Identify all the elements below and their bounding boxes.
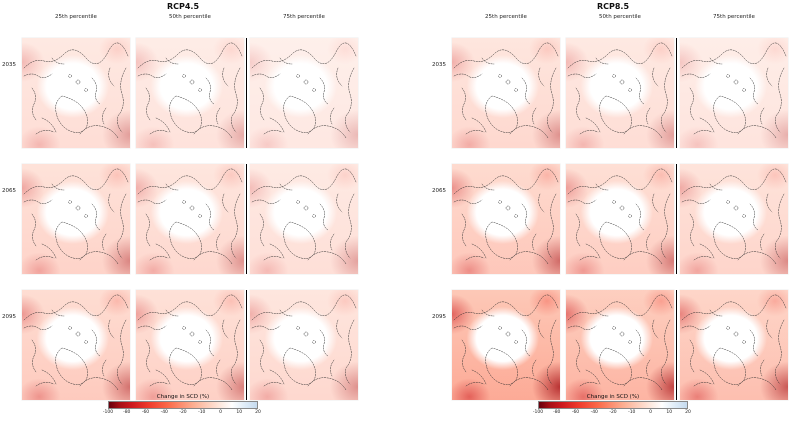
arctic-map-rcp45-2065-col3 [246,164,358,274]
colorbar-ticks: -100 -80 -60 -40 -20 -10 0 10 20 [103,410,261,417]
coastline-overlay [251,294,357,391]
arctic-map-rcp45-2095-col1 [22,290,130,400]
column-separator-line [676,164,678,274]
coastline-overlay [137,42,243,139]
row-label-year: 2095 [2,314,16,320]
column-header-percentile: 50th percentile [169,14,211,20]
colorbar-tick: 0 [219,410,222,415]
arctic-map-rcp85-2035-col2 [566,38,674,148]
panel-rcp85: RCP8.5 25th percentile 50th percentile 75th… [432,0,794,421]
column-separator-line [676,290,678,400]
colorbar-tick: 10 [666,410,673,415]
arctic-map-rcp45-2035-col2 [136,38,244,148]
coastline-overlay [23,168,129,265]
colorbar: Change in SCD (%) -100 -80 -60 -40 -20 -10 0 10 2… [533,394,691,417]
row-label-year: 2065 [432,188,446,194]
arctic-map-rcp45-2095-col3 [246,290,358,400]
colorbar-tick: -80 [123,410,131,415]
colorbar-ticks: -100 -80 -60 -40 -20 -10 0 10 20 [533,410,691,417]
coastline-overlay [251,168,357,265]
colorbar-tick: 0 [649,410,652,415]
arctic-map-rcp45-2065-col1 [22,164,130,274]
arctic-map-rcp85-2065-col3 [676,164,788,274]
colorbar-label: Change in SCD (%) [156,394,210,400]
column-separator-line [676,38,678,148]
colorbar-tick: -40 [590,410,598,415]
colorbar-tick: -100 [532,410,544,415]
coastline-overlay [567,294,673,391]
colorbar-tick: -60 [141,410,150,415]
colorbar-tick: -100 [102,410,114,415]
row-label-year: 2035 [2,62,16,68]
column-header-percentile: 50th percentile [599,14,641,20]
panel-title: RCP4.5 [166,2,200,11]
column-separator-line [246,290,248,400]
arctic-map-rcp85-2065-col1 [452,164,560,274]
coastline-overlay [681,294,787,391]
arctic-map-rcp45-2035-col3 [246,38,358,148]
column-header-percentile: 25th percentile [485,14,527,20]
coastline-overlay [23,294,129,391]
colorbar-tick: 10 [236,410,243,415]
arctic-map-rcp85-2095-col2 [566,290,674,400]
colorbar-tick: -10 [198,410,206,415]
coastline-overlay [453,42,559,139]
row-label-year: 2035 [432,62,446,68]
panel-rcp45: RCP4.5 25th percentile 50th percentile 75th… [2,0,364,421]
column-header-percentile: 75th percentile [283,14,325,20]
arctic-map-rcp45-2035-col1 [22,38,130,148]
column-header-percentile: 25th percentile [55,14,97,20]
map-grid: 25th percentile 50th percentile 75th perce… [432,14,794,400]
colorbar-gradient [108,401,258,409]
coastline-overlay [453,294,559,391]
colorbar-tick: 20 [255,410,261,415]
arctic-map-rcp85-2095-col3 [676,290,788,400]
column-header-percentile: 75th percentile [713,14,755,20]
panel-title: RCP8.5 [596,2,630,11]
colorbar-tick: -20 [179,410,187,415]
colorbar: Change in SCD (%) -100 -80 -60 -40 -20 -10 0 10 2… [103,394,261,417]
arctic-map-rcp45-2065-col2 [136,164,244,274]
colorbar-gradient [538,401,688,409]
column-separator-line [246,38,248,148]
arctic-map-rcp85-2095-col1 [452,290,560,400]
colorbar-tick: -10 [628,410,636,415]
coastline-overlay [251,42,357,139]
coastline-overlay [137,168,243,265]
coastline-overlay [567,42,673,139]
colorbar-tick: -40 [160,410,168,415]
coastline-overlay [23,42,129,139]
coastline-overlay [567,168,673,265]
coastline-overlay [681,42,787,139]
arctic-map-rcp85-2035-col3 [676,38,788,148]
map-grid: 25th percentile 50th percentile 75th perce… [2,14,364,400]
row-label-year: 2065 [2,188,16,194]
coastline-overlay [453,168,559,265]
column-separator-line [246,164,248,274]
colorbar-tick: 20 [685,410,691,415]
arctic-map-rcp45-2095-col2 [136,290,244,400]
colorbar-tick: -20 [609,410,617,415]
colorbar-tick: -80 [553,410,561,415]
arctic-map-rcp85-2035-col1 [452,38,560,148]
coastline-overlay [137,294,243,391]
colorbar-label: Change in SCD (%) [586,394,640,400]
colorbar-tick: -60 [571,410,580,415]
row-label-year: 2095 [432,314,446,320]
coastline-overlay [681,168,787,265]
arctic-map-rcp85-2065-col2 [566,164,674,274]
